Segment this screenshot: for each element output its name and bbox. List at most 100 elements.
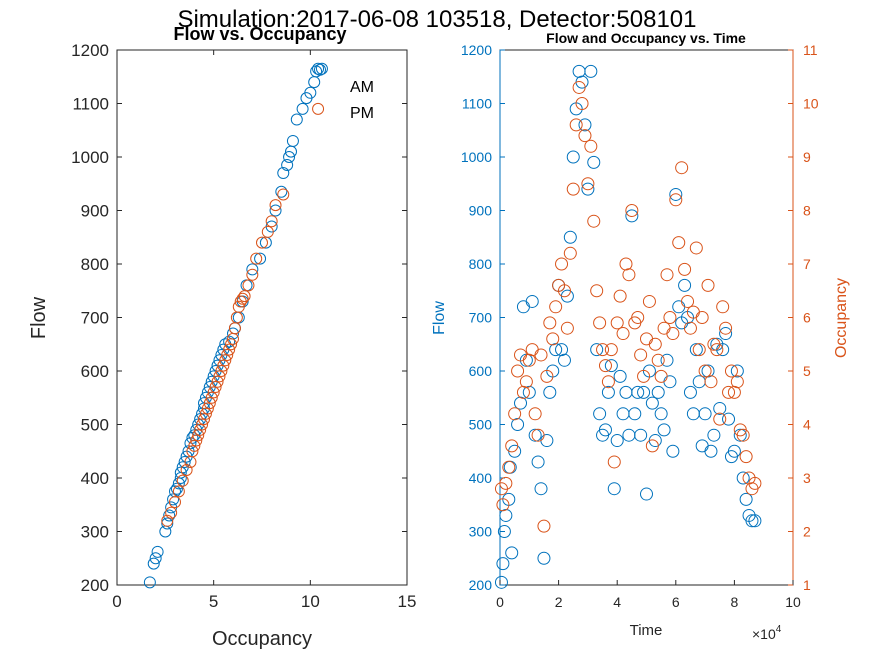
point-flow bbox=[678, 278, 692, 292]
point-occupancy bbox=[584, 139, 598, 153]
point-occupancy bbox=[719, 321, 733, 335]
point-flow bbox=[619, 385, 633, 399]
point-pm bbox=[238, 290, 251, 303]
point-occupancy bbox=[675, 161, 689, 175]
point-flow bbox=[616, 407, 630, 421]
point-flow bbox=[531, 455, 545, 469]
point-flow bbox=[631, 385, 645, 399]
point-flow bbox=[514, 396, 528, 410]
point-pm bbox=[198, 413, 210, 426]
point-am bbox=[254, 252, 267, 265]
point-occupancy bbox=[540, 369, 554, 383]
point-flow bbox=[733, 428, 747, 442]
point-flow bbox=[497, 525, 511, 538]
point-pm bbox=[223, 343, 236, 356]
point-pm bbox=[242, 279, 255, 292]
point-flow bbox=[637, 385, 651, 399]
point-occupancy bbox=[722, 385, 736, 399]
point-pm bbox=[203, 397, 216, 410]
point-flow bbox=[722, 412, 736, 426]
point-pm bbox=[261, 225, 274, 238]
point-occupancy bbox=[713, 412, 727, 426]
point-occupancy bbox=[525, 343, 539, 357]
point-flow bbox=[660, 353, 674, 367]
point-flow bbox=[736, 471, 750, 485]
point-flow bbox=[572, 64, 586, 78]
x-tick-label-right: 10 bbox=[785, 594, 801, 610]
point-pm bbox=[211, 375, 224, 388]
point-occupancy bbox=[572, 80, 586, 94]
x-tick-label-left: 10 bbox=[301, 592, 320, 611]
x-axis-exponent-power: 4 bbox=[776, 624, 782, 635]
point-flow bbox=[701, 364, 715, 378]
point-am bbox=[269, 204, 282, 217]
point-am bbox=[167, 493, 180, 506]
y-tick-label-left: 1100 bbox=[72, 95, 109, 114]
x-tick-label-right: 4 bbox=[613, 594, 621, 610]
point-pm bbox=[165, 506, 178, 519]
y-tick-label-occupancy: 2 bbox=[803, 524, 811, 540]
point-occupancy bbox=[560, 321, 574, 335]
y-tick-label-left: 900 bbox=[81, 202, 109, 221]
point-occupancy bbox=[549, 300, 563, 314]
point-pm bbox=[169, 496, 181, 509]
point-am bbox=[143, 576, 156, 589]
y-tick-label-occupancy: 7 bbox=[803, 256, 811, 272]
point-occupancy bbox=[660, 268, 674, 282]
point-flow bbox=[499, 508, 513, 522]
y-tick-label-left: 300 bbox=[81, 523, 109, 542]
point-am bbox=[315, 62, 328, 75]
point-pm bbox=[201, 402, 214, 415]
point-flow bbox=[534, 482, 548, 496]
point-occupancy bbox=[519, 375, 533, 389]
point-pm bbox=[205, 391, 218, 404]
point-pm bbox=[172, 485, 185, 498]
chart-title-right: Flow and Occupancy vs. Time bbox=[546, 30, 746, 46]
flow-vs-occupancy-chart: Flow vs. Occupancy 0 5 10 15 200 300 400 500 600… bbox=[28, 24, 416, 650]
x-tick-label-right: 8 bbox=[731, 594, 739, 610]
point-am bbox=[149, 552, 162, 565]
y-tick-label-left: 1000 bbox=[71, 148, 109, 167]
point-occupancy bbox=[651, 353, 665, 367]
y-tick-label-left: 200 bbox=[81, 576, 109, 595]
point-flow bbox=[540, 434, 554, 448]
point-occupancy bbox=[616, 327, 630, 341]
y-tick-label-occupancy: 4 bbox=[803, 417, 811, 433]
point-occupancy bbox=[666, 327, 680, 341]
flow-occupancy-vs-time-chart: Flow and Occupancy vs. Time 0 2 4 6 8 10 200 30… bbox=[431, 30, 850, 642]
point-am bbox=[277, 167, 290, 180]
y-tick-label-occupancy: 1 bbox=[803, 577, 811, 593]
point-am bbox=[163, 509, 176, 522]
y-tick-label-left: 500 bbox=[81, 416, 109, 435]
point-occupancy bbox=[695, 311, 709, 324]
point-flow bbox=[625, 209, 639, 223]
point-pm bbox=[221, 348, 234, 361]
y-axis-label-occupancy: Occupancy bbox=[833, 278, 850, 358]
point-occupancy bbox=[502, 460, 516, 474]
point-occupancy bbox=[648, 337, 662, 351]
point-occupancy bbox=[555, 257, 569, 271]
point-occupancy bbox=[511, 364, 525, 378]
point-pm bbox=[176, 474, 189, 487]
point-occupancy bbox=[683, 321, 697, 335]
point-flow bbox=[505, 546, 519, 560]
point-pm bbox=[236, 292, 249, 305]
axis-ticks-left: 0 5 10 15 200 300 400 500 600 700 800 900 1000 1100 12… bbox=[71, 41, 416, 611]
point-am bbox=[281, 159, 294, 172]
y-tick-label-occupancy: 8 bbox=[803, 203, 811, 219]
point-occupancy bbox=[657, 321, 671, 335]
x-axis-exponent: ×104 bbox=[752, 624, 782, 642]
y-tick-label-occupancy: 9 bbox=[803, 149, 811, 165]
point-pm bbox=[246, 268, 259, 281]
point-flow bbox=[494, 575, 508, 589]
y-tick-label-flow: 300 bbox=[469, 524, 493, 540]
point-flow bbox=[689, 343, 703, 357]
point-pm bbox=[199, 407, 212, 420]
point-pm bbox=[217, 359, 230, 372]
point-occupancy bbox=[499, 476, 513, 490]
point-am bbox=[223, 335, 236, 348]
point-occupancy bbox=[681, 294, 695, 308]
y-tick-label-left: 700 bbox=[81, 309, 109, 328]
point-am bbox=[246, 263, 259, 276]
point-occupancy bbox=[528, 407, 542, 421]
